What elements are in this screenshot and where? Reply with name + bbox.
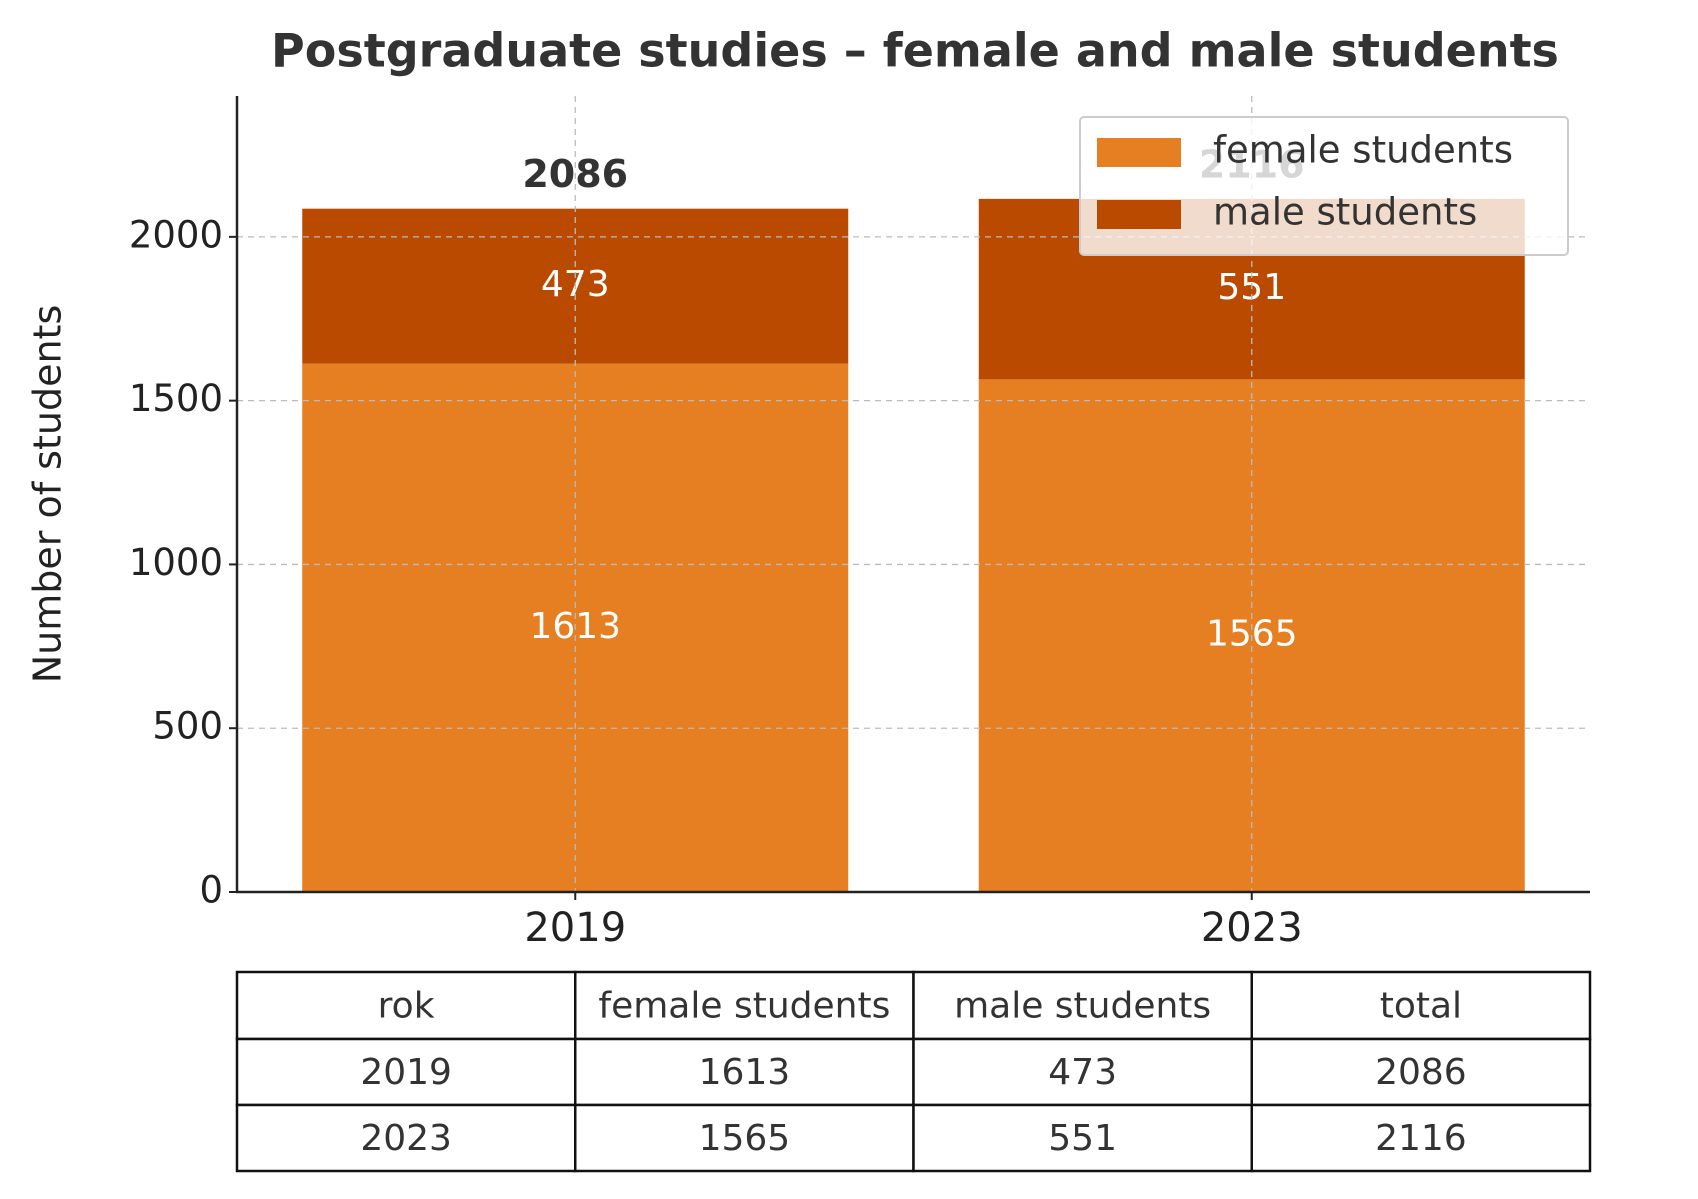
- x-tick-label: 2023: [1201, 905, 1303, 951]
- table-value: 2086: [1375, 1052, 1467, 1093]
- y-tick-label: 0: [199, 869, 223, 912]
- y-tick-label: 2000: [129, 213, 223, 256]
- table-cell: [912, 970, 1253, 1041]
- table-value: 551: [1048, 1118, 1117, 1159]
- table-value: 2116: [1375, 1118, 1467, 1159]
- table-value: 473: [1048, 1052, 1117, 1093]
- legend-box: [1079, 116, 1569, 256]
- table-header: female students: [598, 986, 890, 1027]
- table-cell: [574, 1037, 915, 1107]
- table-cell: [574, 1103, 915, 1173]
- table-header: male students: [954, 986, 1211, 1027]
- legend-swatch: [1097, 200, 1181, 229]
- table-header: rok: [378, 986, 435, 1027]
- table-header: total: [1380, 986, 1462, 1027]
- table-value: 1565: [699, 1118, 791, 1159]
- legend-label: male students: [1213, 191, 1477, 234]
- table-cell: [235, 970, 577, 1041]
- table-cell: [1250, 970, 1592, 1041]
- table-value: 2019: [360, 1052, 452, 1093]
- table-cell: [235, 1103, 577, 1173]
- x-tick-label: 2019: [524, 905, 626, 951]
- y-tick-label: 1000: [129, 541, 223, 584]
- chart-title: Postgraduate studies – female and male s…: [271, 24, 1559, 78]
- y-axis-label: Number of students: [26, 305, 70, 684]
- legend-swatch: [1097, 138, 1181, 167]
- table-cell: [1250, 1103, 1592, 1173]
- table-cell: [912, 1103, 1253, 1173]
- table-value: 2023: [360, 1118, 452, 1159]
- legend-label: female students: [1213, 129, 1513, 172]
- y-tick-label: 500: [152, 705, 223, 748]
- y-tick-label: 1500: [129, 377, 223, 420]
- table-value: 1613: [699, 1052, 791, 1093]
- table-cell: [235, 1037, 577, 1107]
